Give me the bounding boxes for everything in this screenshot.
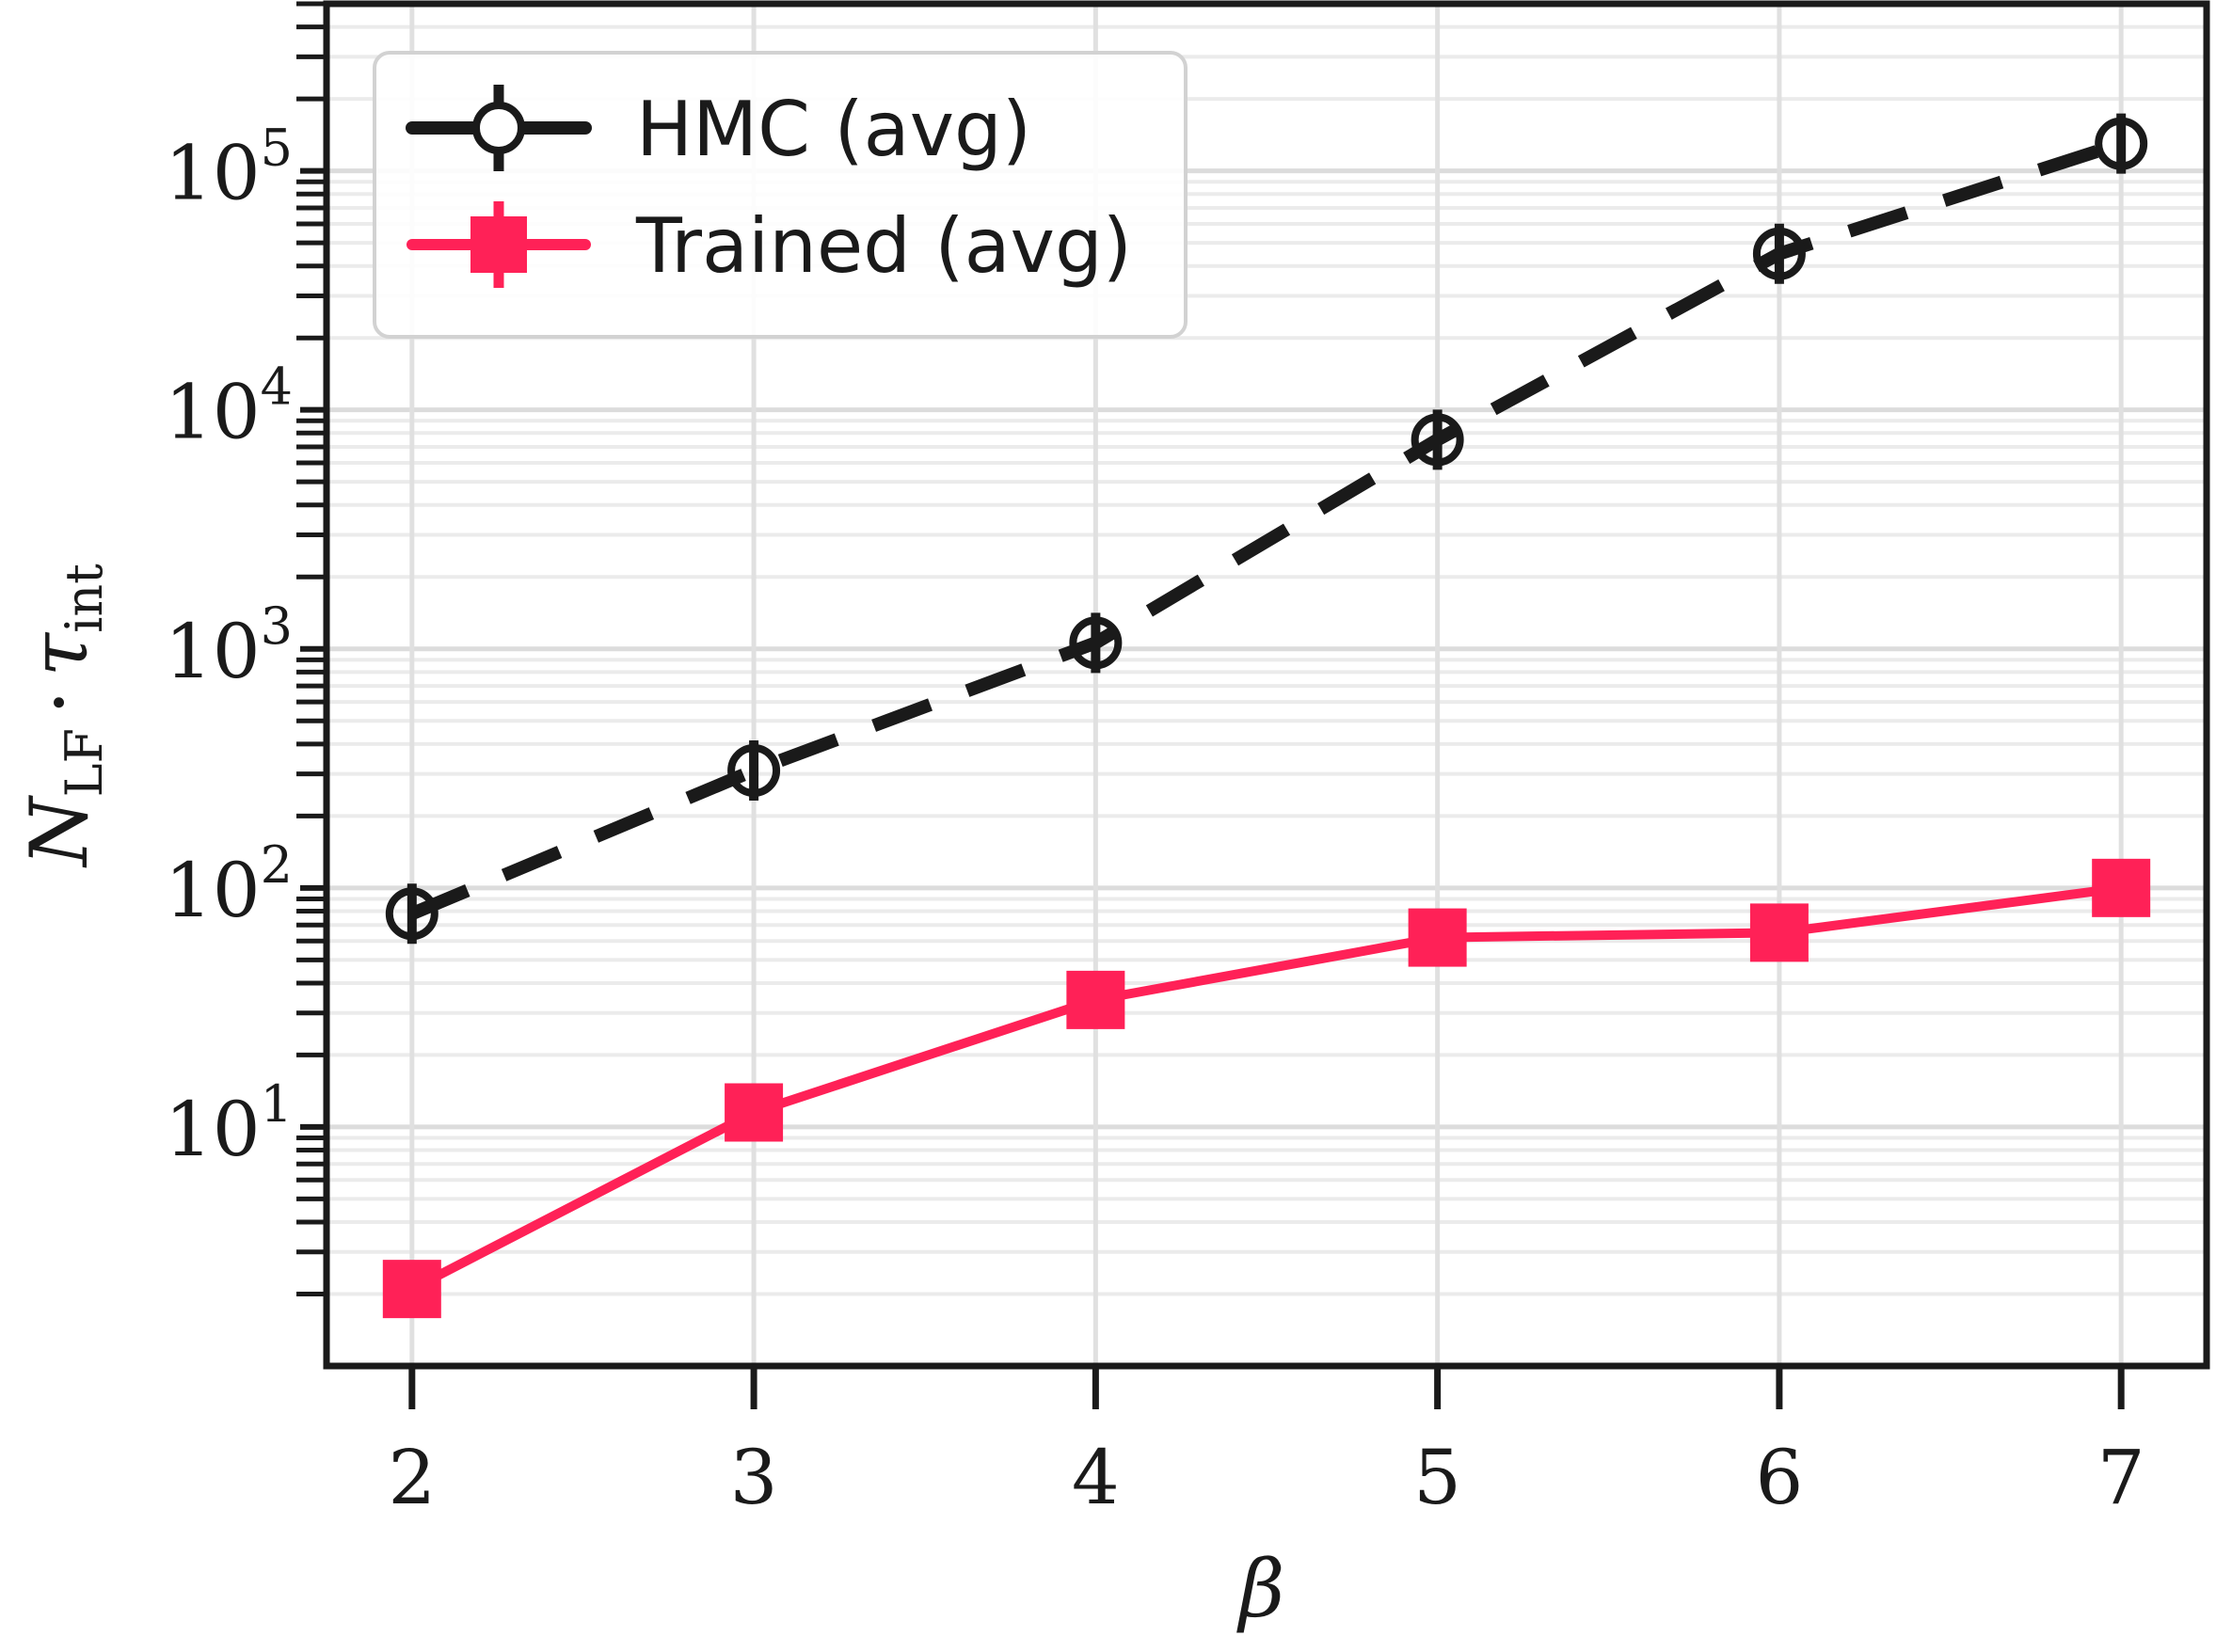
x-tick-label: 5 <box>1413 1434 1461 1521</box>
y-axis-label-sub-int: int <box>55 564 114 633</box>
trained-avg-legend-marker <box>470 216 527 273</box>
y-axis-label-sub-lf: LF <box>55 728 114 797</box>
x-axis-label: β <box>1236 1543 1285 1635</box>
tick-labels: 101 102 103 104 105 2 3 4 5 6 7 <box>165 119 2145 1521</box>
hmc-avg-legend-marker <box>472 102 525 154</box>
hmc-avg-point <box>1411 413 1464 467</box>
y-tick-label: 101 <box>165 1074 293 1173</box>
trained-avg-point <box>725 1083 784 1142</box>
legend: HMC (avg) Trained (avg) <box>373 51 1188 339</box>
trained-avg-point <box>2092 858 2151 917</box>
hmc-avg-legend-label: HMC (avg) <box>636 86 1031 173</box>
trained-avg-line <box>409 882 2122 1294</box>
x-tick-label: 7 <box>2097 1434 2145 1521</box>
plot-frame <box>323 0 2210 1370</box>
svg-text:NLF·τint: NLF · τint <box>13 564 114 868</box>
axis-ticks <box>296 1 2125 1409</box>
legend-entries: HMC (avg) Trained (avg) <box>406 85 1132 290</box>
x-tick-label: 2 <box>388 1434 436 1521</box>
hmc-avg-point <box>727 743 781 797</box>
y-axis-label-dot: · <box>13 690 105 715</box>
x-tick-label: 6 <box>1755 1434 1803 1521</box>
hmc-avg-point <box>385 887 438 941</box>
grid-lines <box>327 2 2207 1366</box>
trained-avg-point <box>1408 908 1467 967</box>
trained-avg-point <box>1749 903 1809 962</box>
hmc-avg-line <box>409 136 2124 920</box>
hmc-avg-point <box>1752 227 1806 280</box>
series-layer <box>382 113 2151 1319</box>
y-tick-label: 103 <box>165 596 293 695</box>
y-tick-label: 102 <box>165 835 293 934</box>
y-axis-label-n: N <box>13 795 105 868</box>
trained-avg-point <box>382 1260 441 1319</box>
hmc-avg-point <box>2095 117 2148 170</box>
x-tick-label: 4 <box>1072 1434 1120 1521</box>
y-axis-label: NLF · τint <box>13 564 114 868</box>
trained-avg-legend-label: Trained (avg) <box>635 202 1132 290</box>
trained-avg-point <box>1066 970 1125 1029</box>
x-tick-label: 3 <box>730 1434 778 1521</box>
y-tick-label: 104 <box>165 357 293 456</box>
y-tick-label: 105 <box>165 119 293 217</box>
y-axis-label-tau: τ <box>13 631 105 676</box>
hmc-avg-point <box>1069 616 1123 670</box>
